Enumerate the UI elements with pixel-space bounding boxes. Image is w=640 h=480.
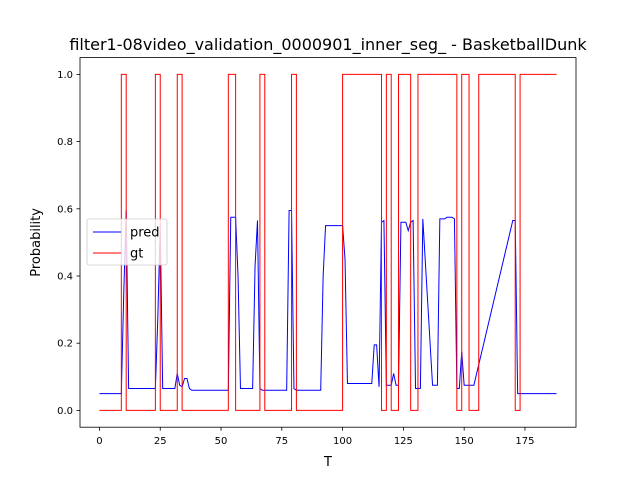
y-tick-label: 0.0	[57, 406, 73, 417]
x-tick-label: 150	[455, 436, 474, 447]
y-tick-label: 0.4	[57, 272, 73, 283]
legend: pred gt	[86, 218, 168, 266]
y-tick-label: 0.8	[57, 137, 73, 148]
y-axis-label: Probability	[29, 208, 44, 277]
x-tick-label: 25	[154, 436, 167, 447]
x-tick-label: 175	[515, 436, 534, 447]
x-tick-label: 75	[275, 436, 288, 447]
x-tick-label: 125	[394, 436, 413, 447]
x-axis-ticks: 0 25 50 75 100 125 150 175	[96, 427, 534, 447]
y-tick-label: 0.6	[57, 204, 73, 215]
chart-title: filter1-08video_validation_0000901_inner…	[69, 35, 587, 55]
legend-label-gt: gt	[130, 247, 143, 262]
legend-label-pred: pred	[130, 226, 160, 241]
y-tick-label: 1.0	[57, 70, 73, 81]
series-layer	[99, 73, 557, 411]
series-line-gt	[99, 73, 557, 411]
x-tick-label: 100	[333, 436, 352, 447]
plot-frame	[79, 57, 577, 428]
x-tick-label: 0	[96, 436, 102, 447]
x-axis-label: T	[323, 455, 332, 470]
y-tick-label: 0.2	[57, 339, 73, 350]
x-tick-label: 50	[215, 436, 228, 447]
y-axis-ticks: 0.0 0.2 0.4 0.6 0.8 1.0	[57, 70, 80, 417]
series-line-pred	[99, 209, 557, 395]
